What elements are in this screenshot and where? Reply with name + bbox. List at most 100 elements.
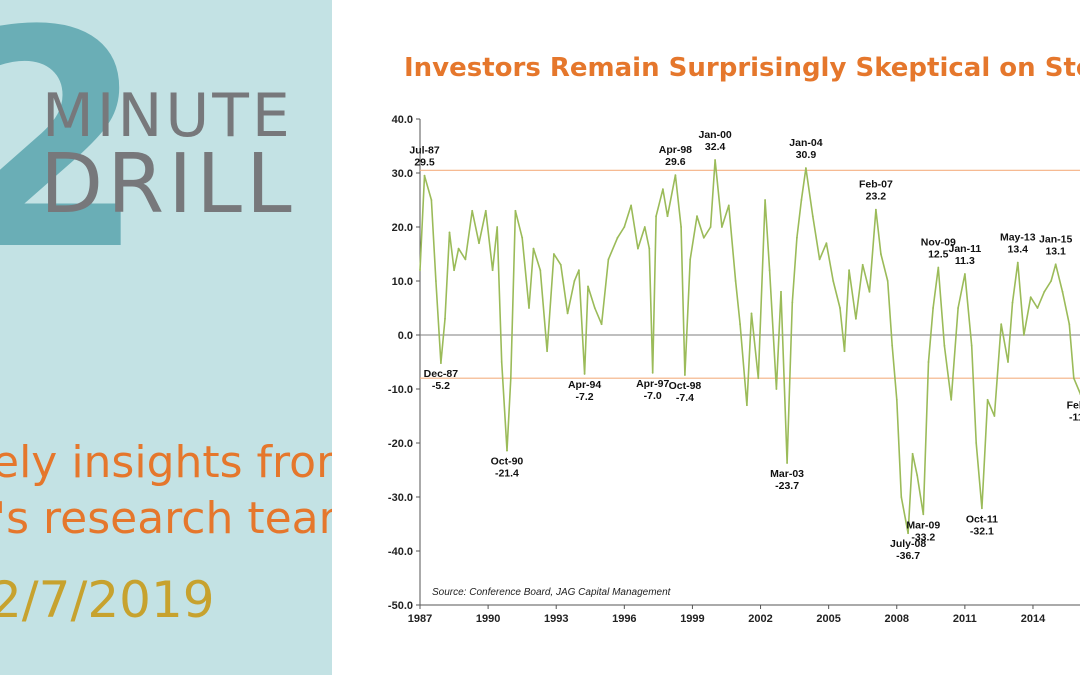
- data-point: [419, 269, 421, 272]
- data-point: [1054, 263, 1057, 266]
- annotation-label: Apr-98: [659, 144, 692, 156]
- data-point: [593, 307, 596, 309]
- chart-source: Source: Conference Board, JAG Capital Ma…: [432, 587, 672, 598]
- y-tick-label: 0.0: [398, 330, 413, 342]
- data-point: [553, 253, 555, 255]
- data-point: [435, 280, 437, 282]
- data-point: [880, 253, 882, 255]
- data-point: [775, 388, 778, 390]
- annotation-label: Jan-11: [949, 243, 982, 255]
- data-point: [559, 263, 562, 266]
- data-point: [709, 226, 712, 228]
- annotation-label: Jan-04: [789, 137, 822, 149]
- data-point: [1043, 290, 1046, 293]
- data-point: [532, 247, 535, 250]
- annotation-value: -33.2: [911, 531, 935, 543]
- data-point: [714, 159, 716, 161]
- data-point: [811, 215, 814, 218]
- data-point: [757, 377, 760, 380]
- data-point: [848, 269, 850, 272]
- brand-panel: 2 MINUTE DRILL ely insights from 's rese…: [0, 0, 332, 675]
- x-tick-label: 2002: [748, 613, 772, 625]
- data-point: [623, 226, 626, 228]
- annotation-value: -7.4: [676, 392, 694, 404]
- data-point: [832, 280, 835, 282]
- annotation-value: 12.5: [928, 249, 949, 261]
- data-point: [1072, 377, 1075, 380]
- x-tick-label: 1990: [476, 613, 500, 625]
- data-point: [643, 226, 646, 228]
- data-point: [916, 474, 919, 477]
- data-point: [727, 204, 730, 207]
- data-point: [484, 209, 487, 212]
- data-point: [868, 290, 871, 293]
- data-point: [986, 398, 989, 401]
- data-point: [911, 452, 914, 455]
- x-tick-label: 1999: [680, 613, 704, 625]
- data-point: [800, 199, 803, 201]
- annotation-label: Apr-97: [636, 378, 669, 390]
- annotation-label: Mar-09: [906, 519, 940, 531]
- annotation-value: 23.2: [866, 191, 887, 203]
- data-point: [648, 247, 651, 250]
- data-point: [578, 269, 580, 272]
- x-tick-label: 2005: [816, 613, 840, 625]
- data-point: [457, 247, 460, 250]
- data-point: [891, 344, 894, 347]
- data-point: [423, 174, 426, 177]
- data-point: [843, 350, 846, 353]
- data-point: [957, 307, 959, 309]
- annotation-value: -7.2: [576, 391, 594, 403]
- data-point: [1023, 334, 1025, 336]
- data-point: [1029, 296, 1032, 299]
- data-point: [791, 301, 794, 304]
- brand-number: 2: [0, 0, 147, 316]
- data-point: [528, 307, 530, 309]
- data-point: [630, 204, 632, 207]
- annotation-label: Mar-03: [770, 468, 804, 480]
- data-point: [680, 226, 682, 228]
- data-point: [651, 371, 654, 374]
- data-point: [764, 199, 766, 201]
- data-point: [805, 167, 807, 169]
- annotation-label: Apr-94: [568, 379, 601, 391]
- data-point: [1068, 323, 1071, 326]
- annotation-value: -32.1: [970, 525, 994, 537]
- data-point: [666, 215, 669, 218]
- brand-word-drill: DRILL: [40, 137, 296, 232]
- data-point: [886, 280, 889, 282]
- data-point: [496, 226, 499, 228]
- data-point: [943, 344, 946, 347]
- annotation-value: -11.0: [1069, 411, 1080, 423]
- y-tick-label: 40.0: [392, 114, 413, 126]
- x-tick-label: 1987: [408, 613, 432, 625]
- data-point: [768, 269, 771, 272]
- y-tick-label: -30.0: [388, 492, 413, 504]
- data-point: [975, 442, 978, 444]
- data-point: [734, 280, 737, 282]
- series-layer: [419, 159, 1080, 535]
- data-point: [566, 312, 569, 315]
- annotation-value: 13.1: [1045, 245, 1066, 257]
- annotation-value: -36.7: [896, 550, 920, 562]
- data-point: [818, 258, 821, 261]
- y-tick-label: 20.0: [392, 222, 413, 234]
- data-point: [964, 273, 966, 275]
- annotation-label: Jul-87: [409, 145, 440, 157]
- chart-title: Investors Remain Surprisingly Skeptical …: [404, 53, 1080, 83]
- annotation-value: -23.7: [775, 480, 799, 492]
- annotation-label: Jan-15: [1039, 233, 1072, 245]
- y-tick-label: -10.0: [388, 384, 413, 396]
- data-point: [780, 290, 782, 293]
- data-point: [861, 263, 864, 266]
- data-point: [689, 258, 692, 261]
- data-point: [937, 266, 940, 269]
- y-tick-label: 10.0: [392, 276, 413, 288]
- x-tick-label: 2008: [885, 613, 909, 625]
- series-line: [419, 159, 1080, 534]
- annotation-label: Oct-90: [491, 456, 524, 468]
- annotation-value: 30.9: [796, 149, 817, 161]
- data-point: [1050, 280, 1052, 282]
- data-point: [1011, 301, 1014, 304]
- data-point: [746, 404, 748, 407]
